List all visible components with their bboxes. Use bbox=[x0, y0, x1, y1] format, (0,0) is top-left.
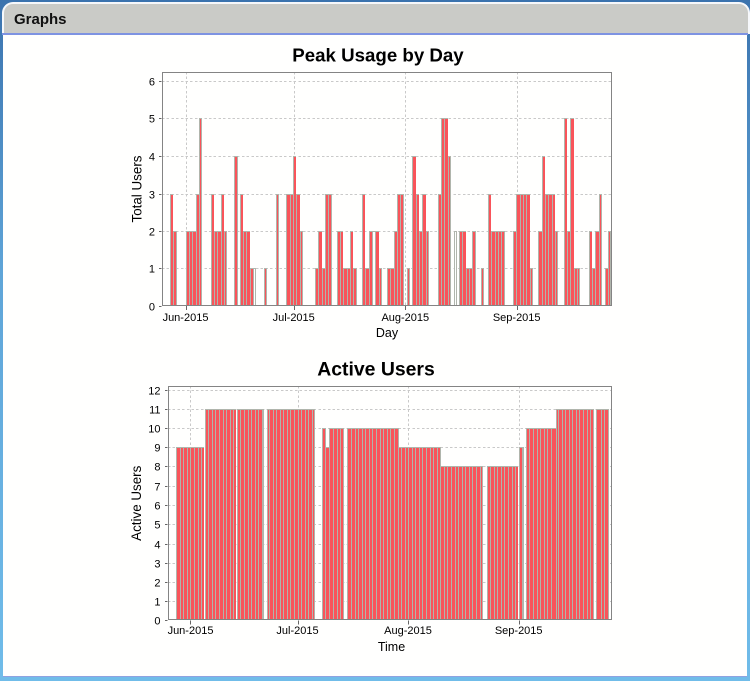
svg-text:Active Users: Active Users bbox=[317, 359, 435, 381]
svg-text:4: 4 bbox=[149, 151, 155, 163]
svg-text:2: 2 bbox=[149, 226, 155, 238]
svg-text:Jun-2015: Jun-2015 bbox=[163, 312, 209, 324]
svg-text:12: 12 bbox=[148, 385, 160, 397]
svg-text:5: 5 bbox=[149, 113, 155, 125]
svg-text:0: 0 bbox=[149, 301, 155, 313]
svg-text:0: 0 bbox=[154, 615, 160, 627]
svg-text:3: 3 bbox=[154, 558, 160, 570]
svg-text:5: 5 bbox=[154, 519, 160, 531]
svg-text:Time: Time bbox=[378, 640, 405, 654]
svg-text:Aug-2015: Aug-2015 bbox=[381, 312, 429, 324]
svg-text:Sep-2015: Sep-2015 bbox=[495, 625, 543, 637]
svg-text:Total Users: Total Users bbox=[130, 155, 145, 222]
svg-text:8: 8 bbox=[154, 461, 160, 473]
svg-text:Jul-2015: Jul-2015 bbox=[276, 625, 318, 637]
svg-text:7: 7 bbox=[154, 481, 160, 493]
svg-text:Active Users: Active Users bbox=[129, 465, 144, 540]
svg-text:11: 11 bbox=[149, 404, 160, 416]
svg-text:2: 2 bbox=[154, 577, 160, 589]
svg-text:Sep-2015: Sep-2015 bbox=[493, 312, 541, 324]
svg-text:4: 4 bbox=[154, 539, 160, 551]
svg-text:Jun-2015: Jun-2015 bbox=[168, 625, 214, 637]
svg-text:10: 10 bbox=[148, 423, 160, 435]
svg-text:1: 1 bbox=[154, 596, 160, 608]
svg-text:6: 6 bbox=[149, 76, 155, 88]
svg-text:Aug-2015: Aug-2015 bbox=[384, 625, 432, 637]
svg-text:Jul-2015: Jul-2015 bbox=[273, 312, 315, 324]
svg-text:Day: Day bbox=[376, 326, 399, 340]
svg-text:Peak Usage by Day: Peak Usage by Day bbox=[292, 45, 464, 66]
svg-text:3: 3 bbox=[149, 189, 155, 201]
svg-text:9: 9 bbox=[154, 442, 160, 454]
svg-text:1: 1 bbox=[149, 263, 155, 275]
svg-text:6: 6 bbox=[154, 500, 160, 512]
